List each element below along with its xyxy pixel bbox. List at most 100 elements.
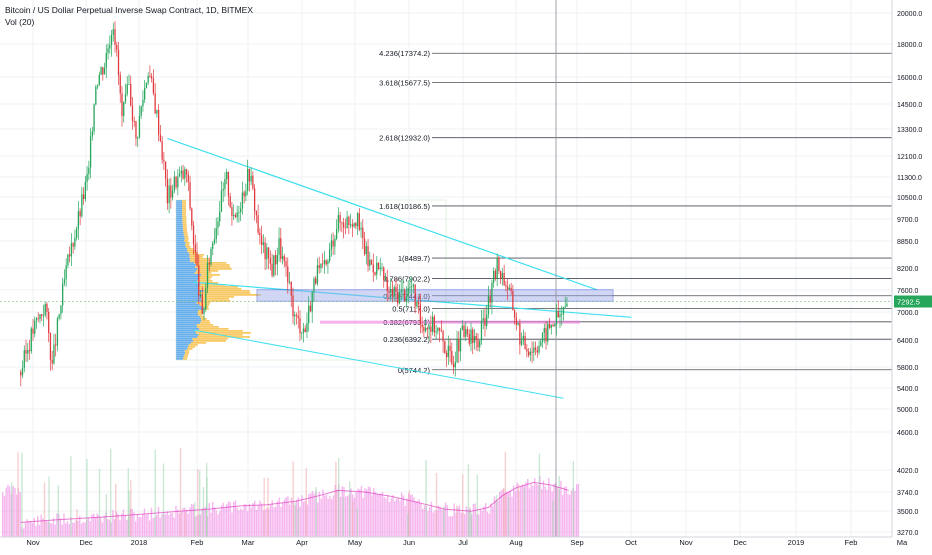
volume-profile-bar [176, 262, 195, 264]
chart-title: Bitcoin / US Dollar Perpetual Inverse Sw… [5, 5, 254, 15]
volume-bar [458, 505, 461, 537]
volume-spike [86, 459, 88, 537]
volume-bar [364, 488, 366, 537]
candle-body [339, 215, 341, 223]
volume-profile-bar [176, 278, 199, 280]
candle-body [84, 181, 86, 200]
candle-body [171, 190, 174, 198]
volume-spike [469, 509, 471, 537]
volume-spike [194, 502, 196, 537]
volume-spike [179, 447, 182, 537]
candle-body [440, 330, 442, 332]
volume-bar [394, 501, 396, 537]
volume-bar [87, 517, 90, 537]
volume-bar [208, 503, 210, 537]
volume-bar [387, 495, 389, 537]
candle-body [177, 176, 179, 188]
volume-profile-bar [199, 328, 229, 330]
volume-bar [80, 523, 83, 537]
candle-body [388, 291, 390, 293]
volume-profile-bar [188, 344, 198, 346]
candle-body [404, 290, 406, 302]
volume-bar [415, 501, 417, 537]
volume-profile-bar [176, 282, 199, 284]
candle-body [430, 326, 432, 332]
volume-bar [423, 505, 426, 537]
volume-profile-bar [197, 268, 232, 270]
candle-body [133, 121, 135, 122]
candle-body [461, 325, 463, 330]
candle-body [470, 329, 472, 344]
volume-bar [409, 494, 412, 537]
volume-profile-bar [197, 312, 202, 314]
volume-bar [378, 494, 380, 537]
volume-bar [332, 495, 335, 537]
volume-bar [52, 518, 55, 537]
candle-body [498, 257, 500, 272]
volume-bar [117, 513, 119, 537]
candle-body [175, 176, 177, 188]
volume-bar [528, 488, 531, 537]
volume-bar [143, 508, 146, 537]
volume-profile-bar [176, 296, 202, 298]
volume-bar [142, 513, 144, 537]
volume-bar [551, 491, 553, 537]
last-price-label: 7292.5 [897, 298, 920, 307]
volume-bar [392, 495, 394, 537]
y-tick-label: 5000.0 [897, 407, 919, 414]
candle-body [353, 223, 355, 227]
volume-spike [356, 507, 359, 537]
volume-spike [130, 480, 132, 537]
volume-bar [73, 522, 76, 537]
volume-bar [196, 515, 198, 537]
volume-bar [177, 509, 179, 537]
volume-spike [263, 477, 265, 537]
volume-bar [422, 509, 424, 537]
volume-bar [124, 514, 126, 537]
candle-body [405, 296, 408, 302]
volume-profile-bar [196, 324, 214, 326]
volume-bar [171, 512, 174, 537]
volume-bar [145, 515, 147, 537]
x-tick-label: Ma [897, 538, 908, 547]
volume-profile-bar [182, 200, 186, 202]
candle-body [515, 317, 518, 325]
candle-body [102, 67, 104, 75]
volume-bar [457, 507, 459, 537]
volume-bar [217, 514, 219, 537]
volume-profile-bar [176, 314, 199, 316]
volume-bar [404, 506, 406, 537]
volume-bar [24, 522, 27, 537]
x-tick-label: Jul [458, 538, 468, 547]
volume-spike [11, 482, 13, 537]
volume-bar [122, 509, 125, 537]
volume-bar [371, 495, 373, 537]
volume-profile-bar [183, 356, 188, 358]
volume-profile-bar [182, 216, 187, 218]
candle-body [554, 324, 556, 327]
candle-body [510, 287, 512, 291]
volume-profile-bar [176, 358, 184, 360]
volume-profile-bar [176, 334, 199, 336]
volume-bar [152, 518, 154, 537]
candle-body [287, 266, 289, 283]
volume-bar [304, 500, 307, 537]
volume-bar [303, 501, 305, 537]
volume-profile-bar [184, 238, 189, 240]
volume-bar [201, 508, 203, 537]
volume-profile-bar [182, 220, 187, 222]
candle-body [222, 189, 224, 191]
volume-bar [416, 500, 419, 537]
volume-bar [373, 488, 375, 537]
candle-body [433, 316, 435, 333]
candle-body [42, 315, 45, 316]
volume-bar [66, 521, 69, 537]
candle-body [149, 75, 151, 77]
volume-bar [325, 494, 328, 537]
volume-bar [49, 522, 51, 537]
candle-body [379, 267, 381, 269]
candle-body [472, 329, 474, 343]
y-tick-label: 11300.0 [897, 175, 922, 182]
